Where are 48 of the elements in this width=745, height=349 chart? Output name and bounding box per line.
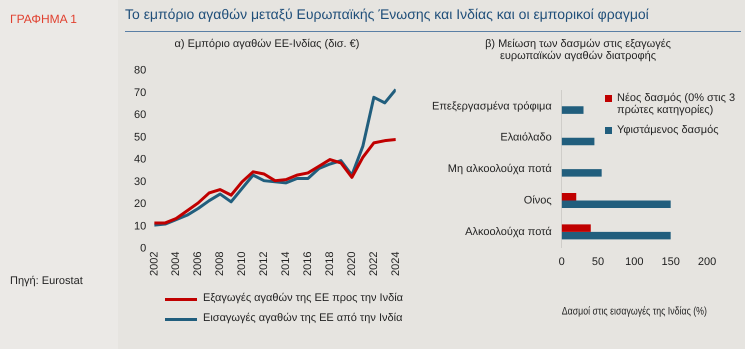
x-tick-label: 2002: [148, 252, 160, 276]
legend-label: Εξαγωγές αγαθών της ΕΕ προς την Ινδία: [203, 292, 404, 304]
bar: [562, 224, 591, 232]
x-tick-label: 2004: [170, 252, 182, 276]
x-axis-title: Δασμοί στις εισαγωγές της Ινδίας (%): [562, 306, 707, 318]
legend-label: Νέος δασμός (0% στις 3 πρώτες κατηγορίες): [617, 92, 736, 116]
y-tick-label: Μη αλκοολούχα ποτά: [448, 163, 552, 176]
bar: [562, 192, 576, 200]
y-tick-label: Οίνος: [524, 194, 552, 207]
x-tick-label: 200: [698, 256, 716, 268]
x-tick-label: 0: [558, 256, 565, 268]
x-tick-label: 2022: [368, 252, 380, 276]
y-tick-label: 50: [134, 131, 146, 144]
x-tick-label: 2012: [258, 252, 270, 276]
x-tick-label: 2016: [302, 252, 314, 276]
bar: [562, 232, 671, 240]
legend-label: Εισαγωγές αγαθών της ΕΕ από την Ινδία: [203, 312, 402, 324]
bar: [562, 138, 594, 146]
text: ΓΡΑΦΗΜΑ 1: [10, 12, 77, 26]
x-tick-label: 2024: [390, 252, 402, 276]
y-tick-label: 30: [134, 176, 146, 188]
x-tick-label: 50: [592, 256, 604, 268]
chart-title: β) Μείωση των δασμών στις εξαγωγές ευρωπαϊκών αγαθών διατροφής: [484, 38, 672, 62]
x-tick-label: 150: [662, 256, 680, 268]
x-tick-label: 2008: [214, 252, 226, 276]
y-tick-label: 0: [140, 242, 146, 255]
y-tick-label: Επεξεργασμένα τρόφιμα: [432, 100, 552, 112]
x-tick-label: 2010: [236, 252, 248, 276]
y-tick-label: 70: [134, 86, 146, 99]
bar: [562, 169, 602, 177]
y-tick-label: 60: [134, 109, 146, 122]
y-tick-label: 10: [134, 220, 146, 232]
y-tick-label: Αλκοολούχα ποτά: [465, 226, 552, 238]
chart-title: α) Εμπόριο αγαθών ΕΕ-Ινδίας (δισ. €): [174, 38, 360, 50]
y-tick-label: 40: [134, 154, 146, 166]
legend-label: Υφιστάμενος δασμός: [617, 124, 718, 136]
text: Πηγή: Eurostat: [10, 275, 83, 287]
x-tick-label: 100: [625, 256, 644, 268]
bar: [562, 106, 584, 114]
x-tick-label: 2018: [324, 252, 336, 276]
y-tick-label: 20: [134, 198, 146, 210]
y-tick-label: 80: [134, 64, 146, 77]
x-tick-label: 2020: [346, 252, 358, 276]
x-tick-label: 2006: [192, 252, 204, 276]
text: Το εμπόριο αγαθών μεταξύ Ευρωπαϊκής Ένωσης και Ινδίας και οι εμπορικοί φραγμοί: [125, 6, 650, 22]
x-tick-label: 2014: [280, 252, 292, 276]
y-tick-label: Ελαιόλαδο: [500, 132, 552, 144]
bar: [562, 200, 671, 208]
